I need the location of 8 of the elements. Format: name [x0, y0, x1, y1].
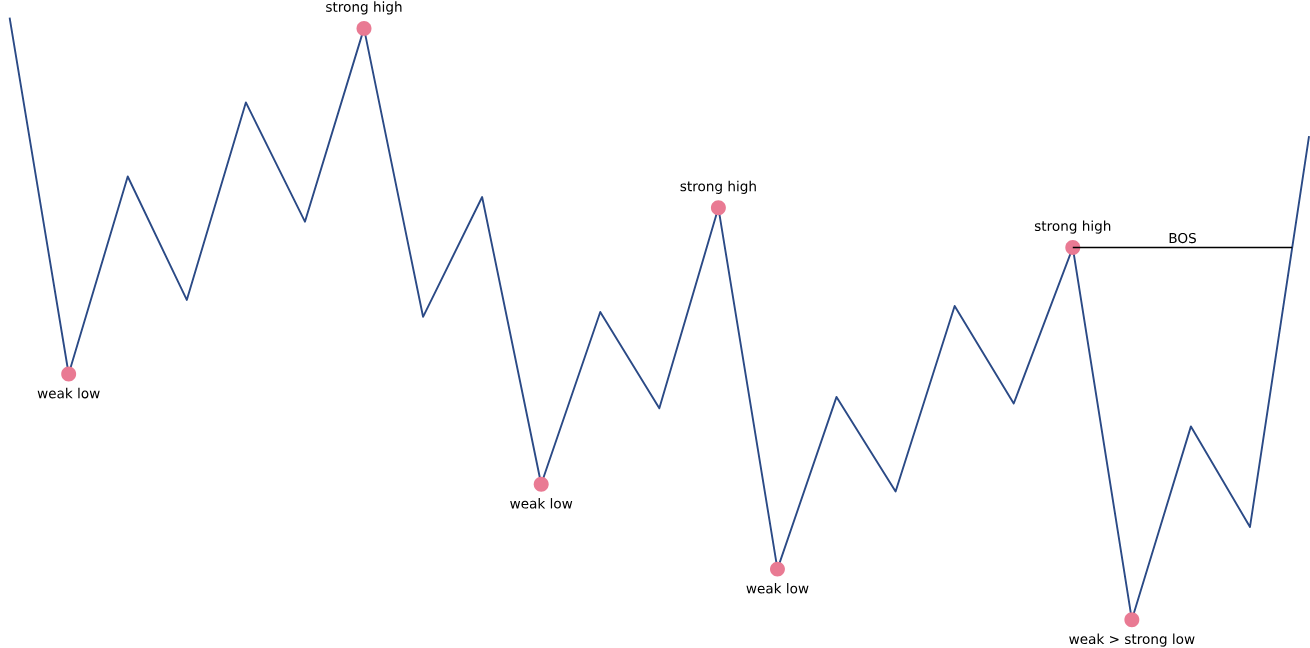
annotation: strong high	[1034, 220, 1111, 234]
annotation: strong high	[680, 180, 756, 194]
ref-line-label: BOS	[1169, 232, 1196, 244]
annotation: weak > strong low	[1069, 633, 1195, 647]
annotation: weak low	[510, 498, 573, 509]
annotation: strong high	[326, 1, 402, 15]
annotation: weak low	[746, 582, 809, 594]
annotation: weak low	[37, 387, 100, 399]
